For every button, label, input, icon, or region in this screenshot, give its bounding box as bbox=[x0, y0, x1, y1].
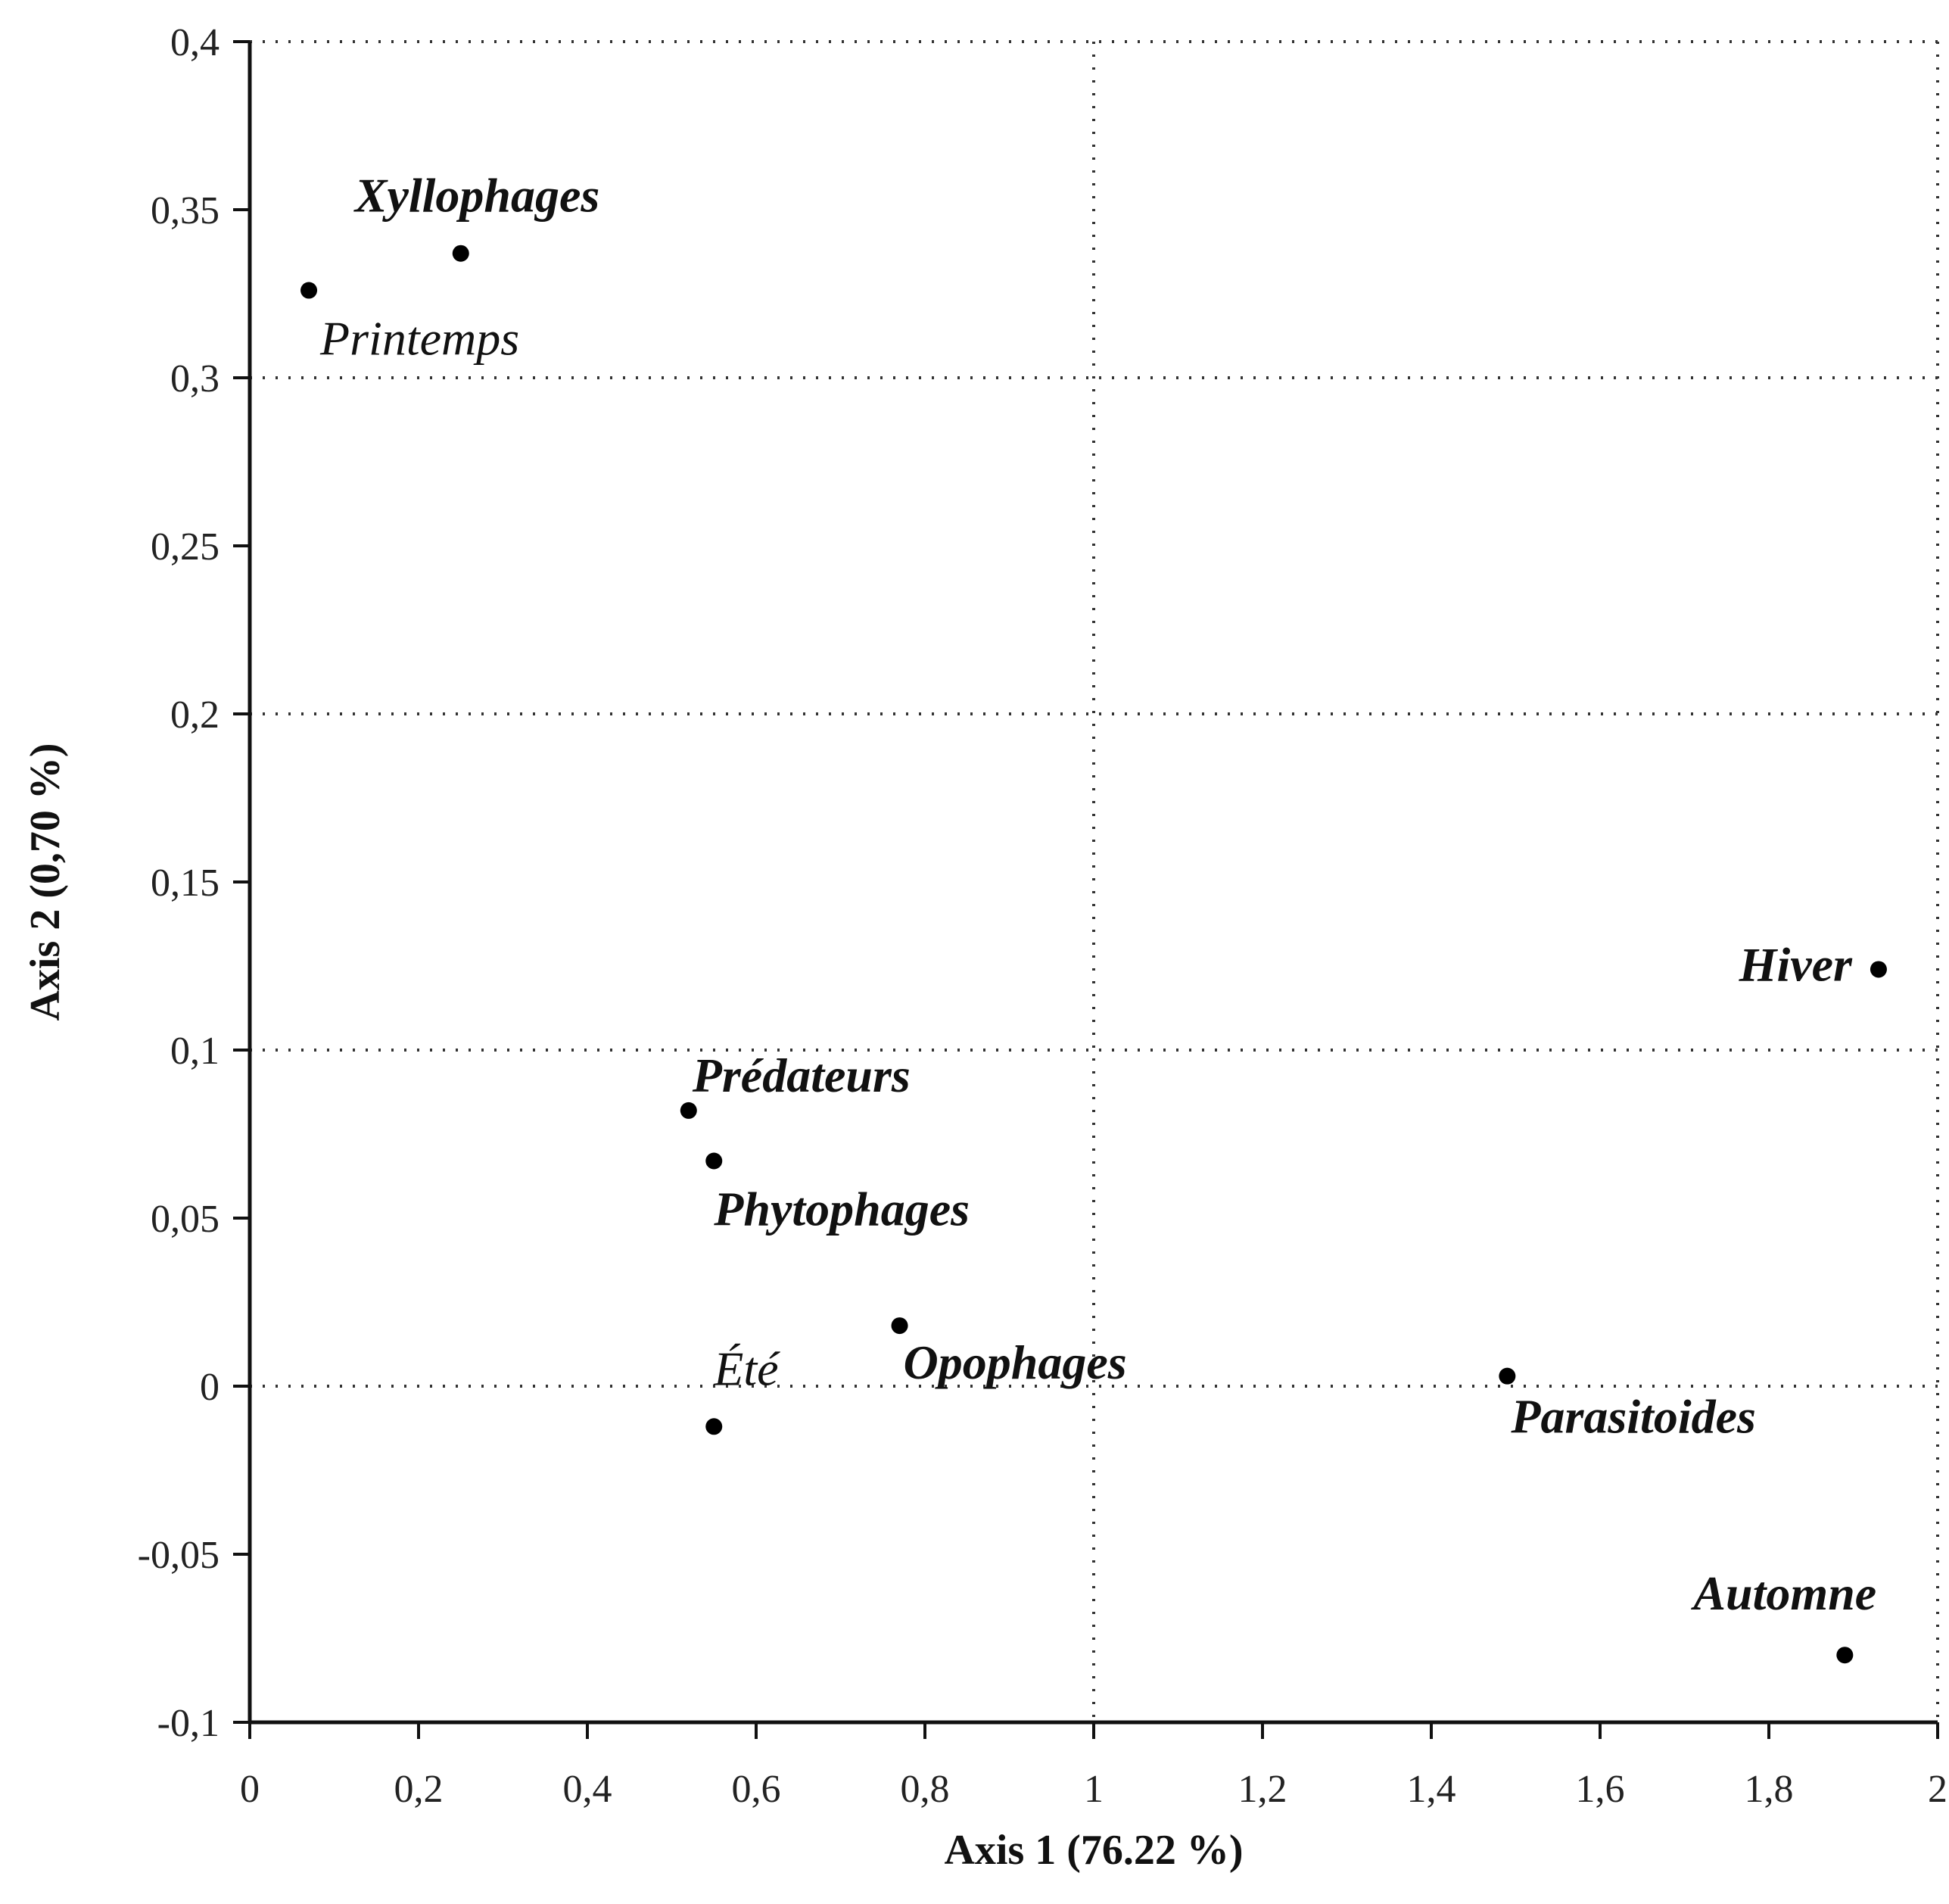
data-point bbox=[891, 1317, 908, 1335]
data-point-label: Printemps bbox=[319, 312, 519, 366]
data-point bbox=[452, 245, 469, 262]
x-tick-label: 0,2 bbox=[394, 1768, 444, 1811]
y-tick-label: 0,15 bbox=[151, 862, 219, 905]
x-tick-label: 1 bbox=[1084, 1768, 1104, 1811]
x-tick-label: 1,8 bbox=[1745, 1768, 1794, 1811]
data-point bbox=[705, 1152, 723, 1170]
data-point-label: Été bbox=[713, 1342, 780, 1395]
y-tick-label: 0,2 bbox=[170, 693, 219, 737]
y-tick-label: 0,4 bbox=[170, 21, 219, 64]
data-point bbox=[300, 282, 318, 299]
y-tick-label: 0,1 bbox=[170, 1030, 219, 1073]
data-point-label: Phytophages bbox=[713, 1183, 970, 1236]
data-point bbox=[1870, 961, 1887, 978]
data-point bbox=[705, 1418, 723, 1435]
data-point bbox=[680, 1102, 697, 1119]
x-tick-label: 0,6 bbox=[732, 1768, 781, 1811]
data-point-label: Parasitoides bbox=[1510, 1390, 1756, 1444]
y-tick-label: -0,1 bbox=[157, 1702, 219, 1745]
x-tick-label: 2 bbox=[1928, 1768, 1947, 1811]
y-tick-label: 0,3 bbox=[170, 357, 219, 400]
y-axis-ticks: 0,4 0,35 0,3 0,25 0,2 0,15 0,1 0,05 0 -0,05 -0,1 bbox=[138, 21, 250, 1745]
x-tick-label: 0,4 bbox=[563, 1768, 612, 1811]
x-tick-label: 1,2 bbox=[1238, 1768, 1287, 1811]
x-axis-title: Axis 1 (76.22 %) bbox=[944, 1827, 1243, 1874]
y-tick-label: 0,35 bbox=[151, 189, 219, 232]
y-tick-label: 0,05 bbox=[151, 1198, 219, 1241]
data-point bbox=[1836, 1647, 1854, 1664]
data-point-label: Automne bbox=[1690, 1566, 1876, 1620]
data-points: Xyllophages Printemps Prédateurs Phytophage… bbox=[300, 169, 1887, 1664]
y-tick-label: 0 bbox=[200, 1366, 219, 1409]
y-tick-label: -0,05 bbox=[138, 1534, 219, 1577]
data-point bbox=[1499, 1367, 1516, 1385]
x-tick-label: 1,6 bbox=[1576, 1768, 1625, 1811]
data-point-label: Hiver bbox=[1739, 937, 1853, 991]
x-tick-label: 1,4 bbox=[1407, 1768, 1456, 1811]
data-point-label: Opophages bbox=[904, 1335, 1127, 1389]
y-axis-title: Axis 2 (0,70 %) bbox=[22, 743, 69, 1021]
data-point-label: Prédateurs bbox=[692, 1049, 911, 1102]
gridlines bbox=[250, 40, 1939, 1722]
y-tick-label: 0,25 bbox=[151, 525, 219, 569]
data-point-label: Xyllophages bbox=[353, 169, 600, 223]
x-tick-label: 0 bbox=[240, 1768, 260, 1811]
x-axis-ticks: 0 0,2 0,4 0,6 0,8 1 1,2 1,4 1,6 1,8 2 bbox=[240, 1722, 1947, 1811]
x-tick-label: 0,8 bbox=[901, 1768, 950, 1811]
